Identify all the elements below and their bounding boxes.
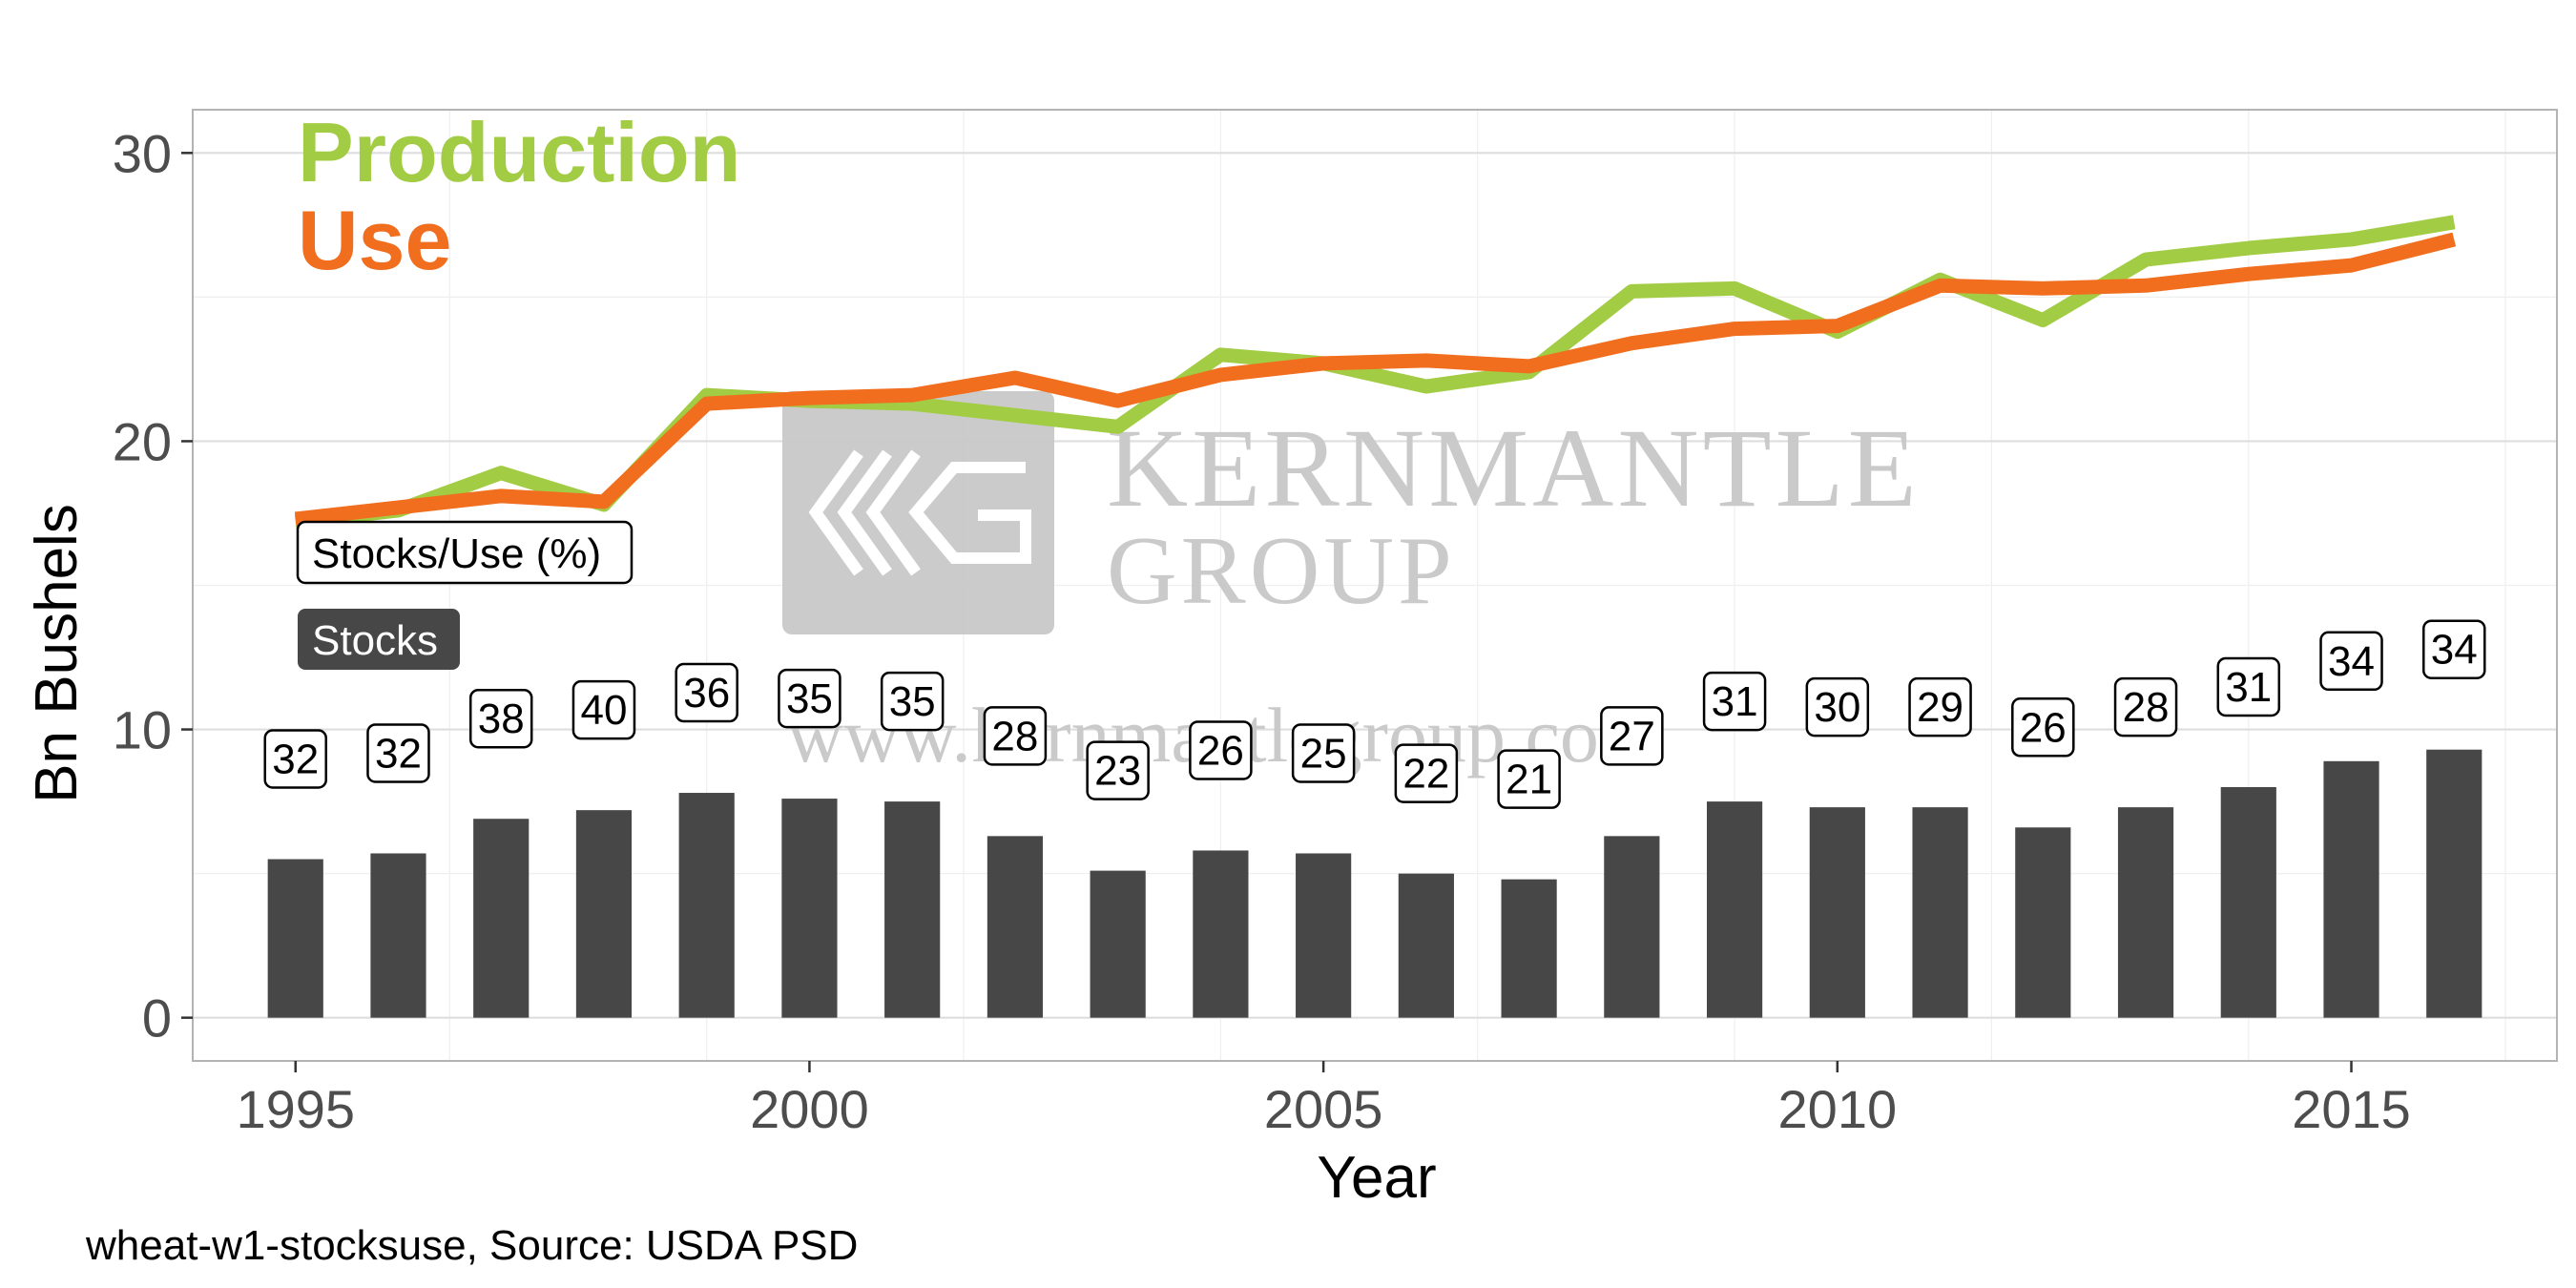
bar-stocks-1995 (267, 859, 323, 1018)
stocks-use-label-box-1998 (571, 679, 636, 740)
stocks-use-label-box-2003 (1086, 740, 1150, 800)
stocks-use-label-2010: 30 (1814, 684, 1860, 731)
bar-stocks-2016 (2426, 749, 2483, 1018)
stocks-use-label-2006: 22 (1402, 751, 1449, 798)
bar-stocks-2011 (1912, 807, 1968, 1018)
stocks-use-label-2012: 26 (2020, 704, 2067, 751)
legend-use: Use (298, 193, 451, 287)
bar-stocks-2015 (2323, 760, 2379, 1018)
stocks-use-label-box-2016 (2422, 619, 2486, 679)
bar-stocks-2012 (2015, 827, 2071, 1018)
bar-stocks-2008 (1604, 836, 1660, 1018)
stocks-use-label-box-2015 (2319, 631, 2383, 692)
stocks-use-label-1995: 32 (272, 737, 319, 783)
watermark-title: KERNMANTLE (1107, 405, 1921, 530)
stocks-use-label-2004: 26 (1197, 727, 1244, 774)
stocks-use-label-box-2004 (1189, 720, 1253, 780)
stocks-use-label-2015: 34 (2328, 638, 2375, 685)
stocks-use-label-box-1999 (675, 662, 738, 723)
bar-stocks-2006 (1398, 873, 1454, 1018)
bar-stocks-2010 (1809, 807, 1865, 1018)
stocks-use-label-2013: 28 (2123, 684, 2170, 731)
bar-stocks-1999 (678, 793, 735, 1018)
x-tick-label-1995: 1995 (236, 1079, 355, 1139)
stocks-use-label-2002: 28 (991, 713, 1038, 759)
stocks-use-label-2014: 31 (2225, 664, 2272, 711)
stocks-use-label-box-2010 (1805, 676, 1870, 737)
bar-stocks-1997 (473, 819, 530, 1018)
stocks-use-label-1998: 40 (580, 687, 627, 734)
legend-stocks-use-box (296, 520, 634, 585)
stocks-use-label-box-2012 (2011, 697, 2075, 758)
y-tick-label-10: 10 (113, 700, 172, 760)
bar-stocks-2009 (1706, 801, 1763, 1018)
stocks-use-label-box-2011 (1908, 676, 1972, 737)
bar-stocks-2000 (781, 799, 838, 1018)
stocks-use-label-1996: 32 (375, 730, 422, 777)
bar-stocks-2002 (987, 836, 1044, 1018)
stocks-use-label-2005: 25 (1300, 730, 1347, 777)
legend-stocks-box (298, 609, 460, 670)
stocks-use-label-2000: 35 (786, 675, 833, 722)
watermark-logo-mark (808, 449, 1031, 576)
x-tick-label-2000: 2000 (750, 1079, 869, 1139)
bar-stocks-2003 (1090, 870, 1146, 1018)
bar-stocks-2007 (1501, 879, 1557, 1018)
stocks-use-label-2003: 23 (1094, 748, 1141, 795)
x-tick-label-2005: 2005 (1264, 1079, 1383, 1139)
stocks-use-label-box-2009 (1702, 671, 1767, 732)
lines (294, 215, 2457, 530)
legend-stocks: Stocks (312, 617, 438, 664)
stocks-use-label-2016: 34 (2431, 627, 2478, 674)
x-axis-title: Year (1317, 1145, 1436, 1211)
bar-stocks-2014 (2220, 786, 2276, 1018)
stocks-use-label-box-1997 (468, 688, 533, 749)
y-axis-title: Bn Bushels (24, 504, 90, 803)
stocks-use-label-box-2002 (983, 706, 1048, 766)
stocks-use-label-box-1996 (366, 723, 430, 783)
y-tick-label-20: 20 (113, 411, 172, 471)
bar-stocks-2004 (1193, 850, 1249, 1018)
stocks-use-label-box-2005 (1291, 723, 1356, 783)
stocks-use-label-2011: 29 (1917, 684, 1963, 731)
line-use (294, 232, 2457, 527)
bar-stocks-1996 (370, 853, 426, 1018)
stocks-use-label-box-2008 (1600, 706, 1664, 766)
chart-caption: wheat-w1-stocksuse, Source: USDA PSD (85, 1222, 858, 1269)
bar-stocks-2013 (2117, 807, 2174, 1018)
stocks-use-label-box-2001 (880, 671, 945, 732)
plot-panel-border (192, 109, 2558, 1062)
legend: Production Use Stocks/Use (%) Stocks (296, 105, 740, 670)
stocks-use-label-1997: 38 (478, 696, 525, 742)
watermark-subtitle: GROUP (1107, 517, 1456, 625)
stocks-use-label-1999: 36 (683, 670, 730, 717)
stocks-use-label-box-2006 (1394, 743, 1459, 803)
legend-production: Production (298, 105, 740, 199)
axes: 0 10 20 30 1995 2000 2005 2010 2015 (113, 123, 2411, 1139)
stocks-use-labels: 32 32 38 40 36 35 35 28 23 26 25 22 21 27 31 30 29 26 28 31… (263, 619, 2486, 809)
legend-stocks-use: Stocks/Use (%) (312, 530, 601, 577)
stocks-use-label-2008: 27 (1609, 713, 1655, 759)
stocks-use-label-2001: 35 (889, 678, 936, 725)
y-tick-label-30: 30 (113, 123, 172, 183)
stocks-use-label-2007: 21 (1506, 757, 1552, 803)
stocks-use-label-2009: 31 (1712, 678, 1758, 725)
stocks-bars (267, 749, 2483, 1018)
bar-stocks-2005 (1296, 853, 1352, 1018)
stocks-use-label-box-2000 (778, 668, 841, 729)
y-tick-label-0: 0 (142, 988, 172, 1049)
x-tick-label-2010: 2010 (1778, 1079, 1898, 1139)
stocks-use-label-box-1995 (263, 729, 327, 789)
x-tick-label-2015: 2015 (2292, 1079, 2411, 1139)
stocks-use-label-box-2007 (1497, 749, 1561, 809)
stocks-use-label-box-2014 (2216, 656, 2281, 717)
stocks-use-label-box-2013 (2113, 676, 2178, 737)
bar-stocks-2001 (884, 801, 941, 1018)
bar-stocks-1998 (575, 810, 633, 1018)
